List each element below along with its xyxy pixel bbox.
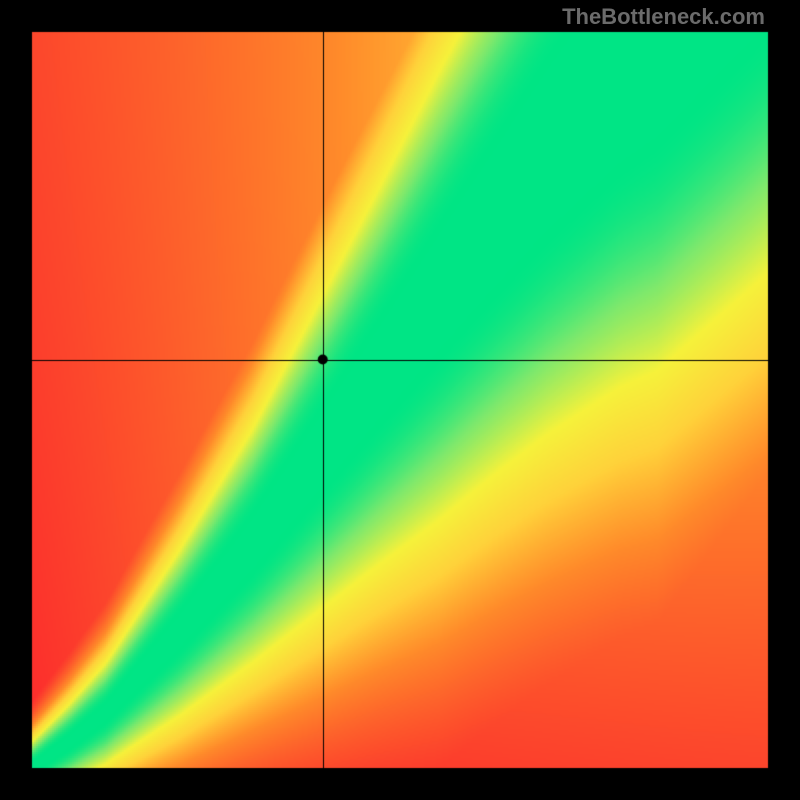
watermark-text: TheBottleneck.com xyxy=(562,4,765,30)
bottleneck-heatmap xyxy=(0,0,800,800)
chart-container: { "watermark": { "text": "TheBottleneck.… xyxy=(0,0,800,800)
